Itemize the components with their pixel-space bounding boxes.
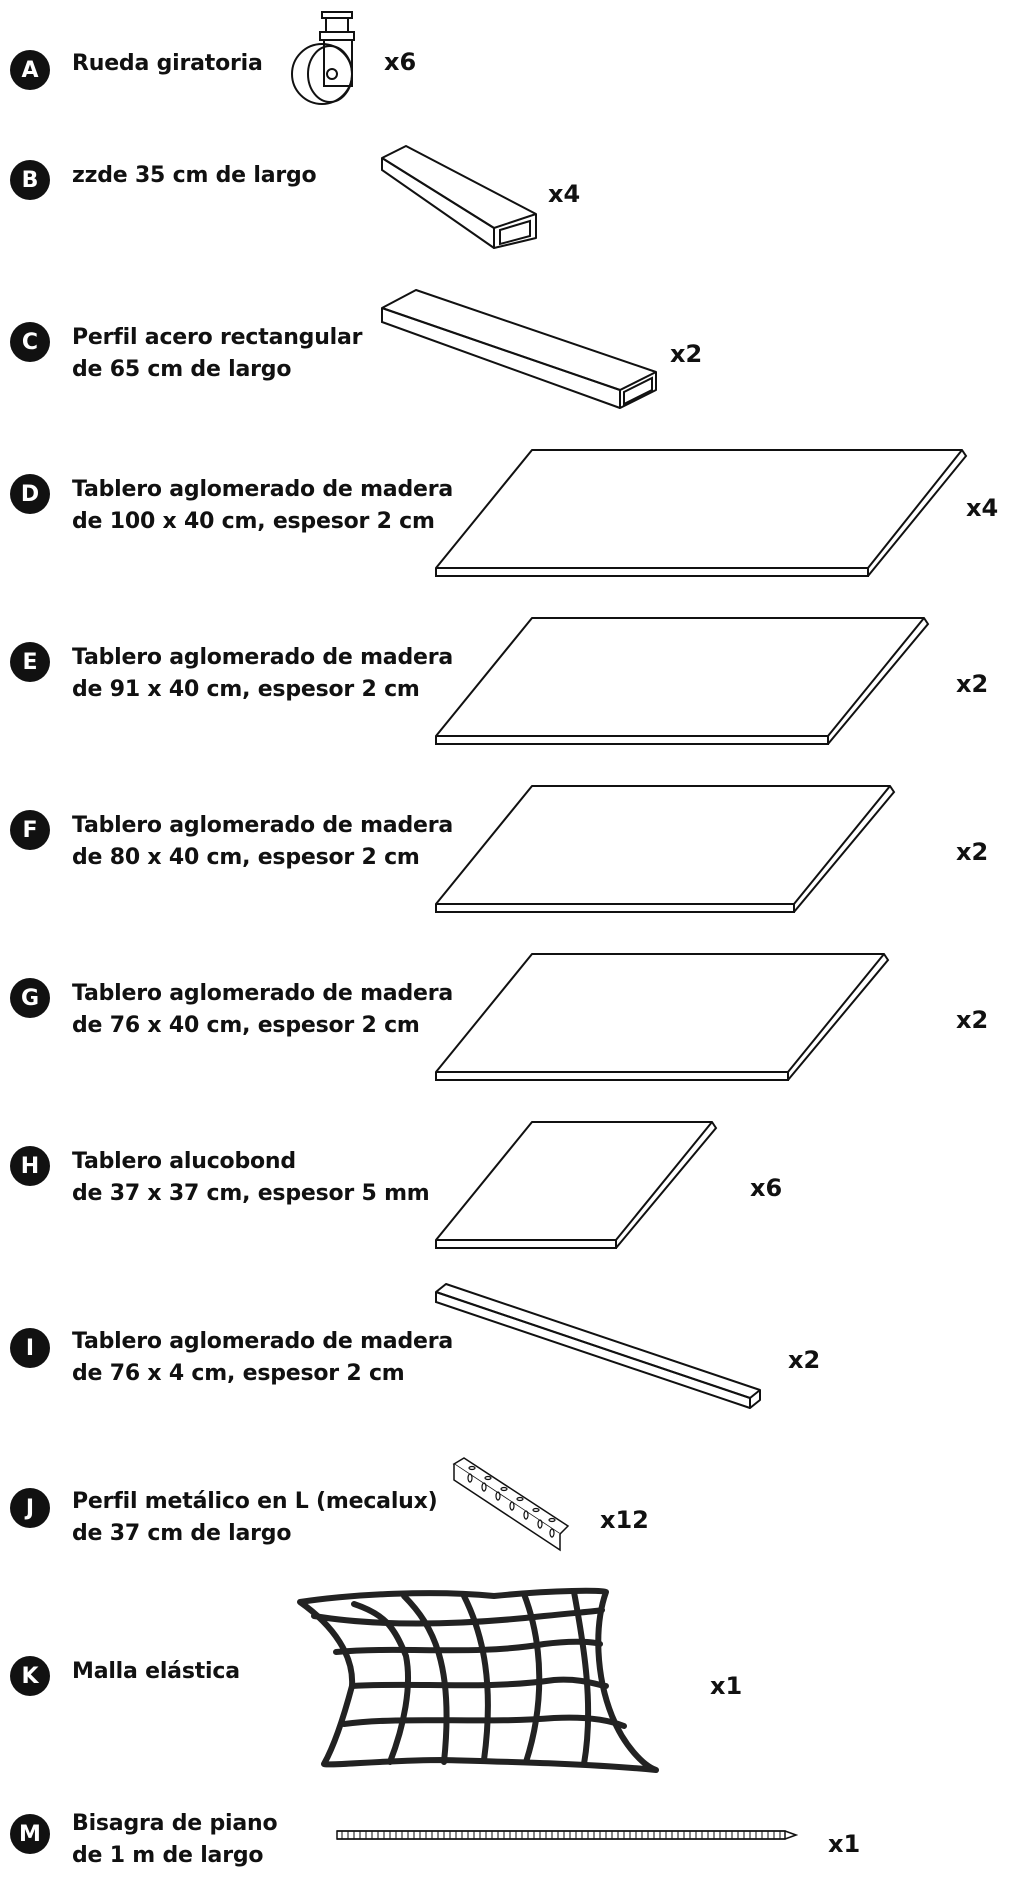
part-letter-badge: E [10, 642, 50, 682]
part-label-line1: Tablero aglomerado de madera [72, 813, 454, 838]
swivel-caster-wheel-icon [282, 8, 362, 108]
part-label-line1: Bisagra de piano [72, 1811, 278, 1836]
part-label-line2: de 65 cm de largo [72, 357, 292, 382]
part-label-line2: de 1 m de largo [72, 1843, 264, 1868]
part-label: zzde 35 cm de largo [72, 160, 317, 192]
part-label-line1: Malla elástica [72, 1659, 240, 1684]
part-quantity: x2 [956, 838, 989, 866]
wood-board-icon [434, 448, 968, 582]
part-label-line1: Tablero alucobond [72, 1149, 296, 1174]
part-letter-badge: H [10, 1146, 50, 1186]
part-label-line2: de 76 x 40 cm, espesor 2 cm [72, 1013, 420, 1038]
part-letter-badge: K [10, 1656, 50, 1696]
part-letter-badge: C [10, 322, 50, 362]
part-label-line1: zzde 35 cm de largo [72, 163, 317, 188]
part-label: Tablero aglomerado de madera de 80 x 40 … [72, 810, 453, 874]
part-label-line2: de 37 x 37 cm, espesor 5 mm [72, 1181, 430, 1206]
part-quantity: x2 [788, 1346, 821, 1374]
part-quantity: x12 [600, 1506, 649, 1534]
part-label: Tablero aglomerado de madera de 100 x 40… [72, 474, 453, 538]
part-label-line1: Perfil metálico en L (mecalux) [72, 1489, 438, 1514]
wood-board-icon [434, 616, 930, 750]
part-label-line2: de 100 x 40 cm, espesor 2 cm [72, 509, 435, 534]
part-label-line2: de 37 cm de largo [72, 1521, 292, 1546]
part-quantity: x4 [548, 180, 581, 208]
part-quantity: x1 [710, 1672, 743, 1700]
wood-board-icon [434, 952, 890, 1086]
elastic-net-icon [294, 1586, 666, 1776]
part-letter-badge: D [10, 474, 50, 514]
part-label: Tablero aglomerado de madera de 76 x 4 c… [72, 1326, 453, 1390]
part-label-line1: Tablero aglomerado de madera [72, 1329, 454, 1354]
part-quantity: x2 [956, 1006, 989, 1034]
part-label-line2: de 91 x 40 cm, espesor 2 cm [72, 677, 420, 702]
rectangular-steel-tube-short-icon [380, 142, 540, 252]
part-quantity: x1 [828, 1830, 861, 1858]
part-label-line1: Perfil acero rectangular [72, 325, 363, 350]
part-letter-badge: G [10, 978, 50, 1018]
part-letter-badge: B [10, 160, 50, 200]
part-label: Bisagra de piano de 1 m de largo [72, 1808, 278, 1872]
part-letter-badge: I [10, 1328, 50, 1368]
part-quantity: x2 [956, 670, 989, 698]
part-label: Tablero aglomerado de madera de 76 x 40 … [72, 978, 453, 1042]
part-label: Tablero aglomerado de madera de 91 x 40 … [72, 642, 453, 706]
part-label: Rueda giratoria [72, 48, 263, 80]
wood-strip-icon [434, 1280, 764, 1414]
piano-hinge-icon [336, 1828, 798, 1842]
part-label: Malla elástica [72, 1656, 240, 1688]
part-quantity: x2 [670, 340, 703, 368]
part-label-line1: Rueda giratoria [72, 51, 263, 76]
alucobond-panel-icon [434, 1120, 718, 1254]
part-label-line1: Tablero aglomerado de madera [72, 645, 454, 670]
part-label: Perfil acero rectangular de 65 cm de lar… [72, 322, 363, 386]
wood-board-icon [434, 784, 896, 918]
part-quantity: x6 [384, 48, 417, 76]
part-label-line1: Tablero aglomerado de madera [72, 477, 454, 502]
part-label: Perfil metálico en L (mecalux) de 37 cm … [72, 1486, 438, 1550]
part-letter-badge: F [10, 810, 50, 850]
part-label: Tablero alucobond de 37 x 37 cm, espesor… [72, 1146, 430, 1210]
part-quantity: x6 [750, 1174, 783, 1202]
part-quantity: x4 [966, 494, 999, 522]
rectangular-steel-tube-long-icon [380, 286, 660, 412]
part-letter-badge: M [10, 1814, 50, 1854]
part-label-line2: de 80 x 40 cm, espesor 2 cm [72, 845, 420, 870]
part-label-line2: de 76 x 4 cm, espesor 2 cm [72, 1361, 405, 1386]
slotted-angle-profile-icon [450, 1456, 574, 1556]
part-letter-badge: A [10, 50, 50, 90]
part-label-line1: Tablero aglomerado de madera [72, 981, 454, 1006]
part-letter-badge: J [10, 1488, 50, 1528]
